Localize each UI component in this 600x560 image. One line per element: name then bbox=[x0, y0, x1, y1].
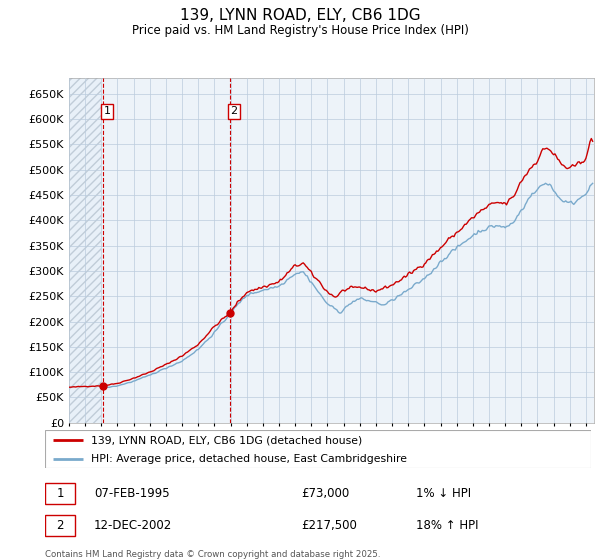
Text: 2: 2 bbox=[230, 106, 238, 116]
Text: 139, LYNN ROAD, ELY, CB6 1DG (detached house): 139, LYNN ROAD, ELY, CB6 1DG (detached h… bbox=[91, 435, 362, 445]
Text: 12-DEC-2002: 12-DEC-2002 bbox=[94, 519, 172, 532]
Text: 1: 1 bbox=[56, 487, 64, 500]
Text: 2: 2 bbox=[56, 519, 64, 532]
Bar bbox=[45, 515, 75, 536]
Text: 1% ↓ HPI: 1% ↓ HPI bbox=[416, 487, 472, 500]
Text: £217,500: £217,500 bbox=[302, 519, 358, 532]
Text: Price paid vs. HM Land Registry's House Price Index (HPI): Price paid vs. HM Land Registry's House … bbox=[131, 24, 469, 36]
Text: 1: 1 bbox=[103, 106, 110, 116]
Text: £73,000: £73,000 bbox=[302, 487, 350, 500]
Text: HPI: Average price, detached house, East Cambridgeshire: HPI: Average price, detached house, East… bbox=[91, 454, 407, 464]
Text: Contains HM Land Registry data © Crown copyright and database right 2025.
This d: Contains HM Land Registry data © Crown c… bbox=[45, 550, 380, 560]
Bar bbox=[45, 483, 75, 505]
Text: 18% ↑ HPI: 18% ↑ HPI bbox=[416, 519, 479, 532]
Text: 07-FEB-1995: 07-FEB-1995 bbox=[94, 487, 170, 500]
Text: 139, LYNN ROAD, ELY, CB6 1DG: 139, LYNN ROAD, ELY, CB6 1DG bbox=[179, 8, 421, 24]
